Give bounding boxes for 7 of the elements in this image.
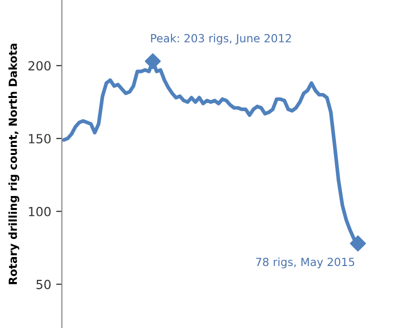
y-tick-label: 150 <box>28 134 51 144</box>
annotation: Peak: 203 rigs, June 2012 <box>151 34 291 45</box>
y-axis-title: Rotary drilling rig count, North Dakota <box>8 44 20 284</box>
y-tick-label: 100 <box>28 206 51 216</box>
annotation: 78 rigs, May 2015 <box>256 258 354 268</box>
y-tick-label: 50 <box>36 280 51 290</box>
y-tick-label: 200 <box>28 61 51 71</box>
